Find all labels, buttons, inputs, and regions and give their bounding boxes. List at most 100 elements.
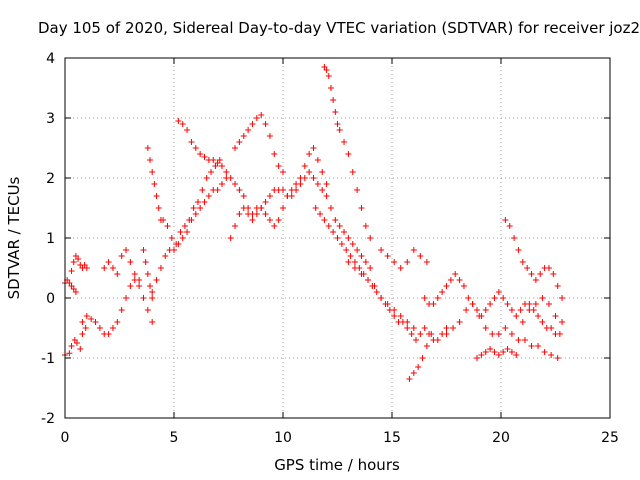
data-point bbox=[358, 271, 365, 277]
x-axis-label: GPS time / hours bbox=[274, 456, 400, 474]
data-point bbox=[275, 217, 282, 223]
data-point bbox=[417, 253, 424, 259]
data-point bbox=[321, 217, 328, 223]
data-point bbox=[140, 295, 147, 301]
data-point bbox=[70, 259, 77, 265]
chart-title: Day 105 of 2020, Sidereal Day-to-day VTE… bbox=[38, 19, 640, 37]
data-point bbox=[513, 352, 520, 358]
data-point bbox=[456, 277, 463, 283]
data-point bbox=[153, 277, 160, 283]
data-point bbox=[208, 169, 215, 175]
y-tick-label: 0 bbox=[46, 291, 55, 307]
data-point bbox=[463, 307, 470, 313]
data-point bbox=[373, 289, 380, 295]
data-point bbox=[354, 247, 361, 253]
data-point bbox=[258, 112, 265, 118]
data-point bbox=[144, 145, 151, 151]
data-point bbox=[330, 229, 337, 235]
data-point bbox=[456, 319, 463, 325]
data-point bbox=[519, 259, 526, 265]
x-tick-label: 20 bbox=[492, 430, 510, 446]
series-track-o bbox=[345, 259, 417, 331]
data-point bbox=[415, 364, 422, 370]
data-point bbox=[88, 316, 95, 322]
data-point bbox=[541, 349, 548, 355]
data-point bbox=[391, 259, 398, 265]
y-tick-label: 4 bbox=[46, 51, 55, 67]
data-point bbox=[532, 277, 539, 283]
data-point bbox=[482, 307, 489, 313]
series-track-s bbox=[443, 301, 561, 361]
data-point bbox=[205, 193, 212, 199]
data-point bbox=[532, 301, 539, 307]
data-point bbox=[548, 352, 555, 358]
data-point bbox=[548, 325, 555, 331]
data-point bbox=[136, 277, 143, 283]
data-point bbox=[253, 211, 260, 217]
data-point bbox=[504, 301, 511, 307]
data-point bbox=[147, 157, 154, 163]
data-point bbox=[450, 325, 457, 331]
data-point bbox=[554, 355, 561, 361]
data-point bbox=[149, 169, 156, 175]
data-point bbox=[419, 355, 426, 361]
data-point bbox=[332, 217, 339, 223]
data-point bbox=[306, 151, 313, 157]
data-point bbox=[362, 223, 369, 229]
data-point bbox=[262, 211, 269, 217]
data-point bbox=[508, 349, 515, 355]
data-point bbox=[491, 349, 498, 355]
data-point bbox=[236, 139, 243, 145]
series-track-m bbox=[321, 64, 374, 241]
data-point bbox=[410, 247, 417, 253]
data-point bbox=[271, 151, 278, 157]
data-point bbox=[378, 247, 385, 253]
data-point bbox=[236, 187, 243, 193]
data-point bbox=[500, 349, 507, 355]
data-point bbox=[452, 271, 459, 277]
data-point bbox=[306, 169, 313, 175]
data-point bbox=[192, 145, 199, 151]
data-point bbox=[535, 343, 542, 349]
data-point bbox=[513, 313, 520, 319]
data-point bbox=[118, 253, 125, 259]
data-point bbox=[236, 211, 243, 217]
data-point bbox=[336, 223, 343, 229]
data-point bbox=[253, 115, 260, 121]
data-point bbox=[317, 211, 324, 217]
data-point bbox=[319, 187, 326, 193]
data-point bbox=[66, 350, 73, 357]
series-track-p bbox=[378, 247, 430, 271]
data-point bbox=[528, 271, 535, 277]
data-point bbox=[539, 295, 546, 301]
series-track-v bbox=[519, 295, 566, 325]
data-point bbox=[96, 325, 103, 331]
data-point bbox=[227, 235, 234, 241]
data-point bbox=[397, 265, 404, 271]
series-track-j bbox=[175, 118, 230, 175]
data-point bbox=[559, 319, 566, 325]
data-point bbox=[502, 217, 509, 223]
data-point bbox=[92, 319, 99, 325]
data-point bbox=[232, 223, 239, 229]
y-tick-label: 3 bbox=[46, 111, 55, 127]
data-point bbox=[153, 193, 160, 199]
data-point bbox=[249, 217, 256, 223]
data-point bbox=[367, 265, 374, 271]
data-point bbox=[262, 121, 269, 127]
series-track-t bbox=[474, 346, 520, 361]
data-point bbox=[312, 205, 319, 211]
data-point bbox=[297, 175, 304, 181]
data-point bbox=[535, 313, 542, 319]
data-point bbox=[349, 169, 356, 175]
data-point bbox=[173, 241, 180, 247]
data-point bbox=[365, 277, 372, 283]
data-point bbox=[545, 301, 552, 307]
data-point bbox=[519, 319, 526, 325]
data-point bbox=[506, 223, 513, 229]
data-point bbox=[406, 376, 413, 382]
data-point bbox=[378, 295, 385, 301]
data-point bbox=[109, 325, 116, 331]
data-point bbox=[404, 259, 411, 265]
data-point bbox=[127, 259, 134, 265]
